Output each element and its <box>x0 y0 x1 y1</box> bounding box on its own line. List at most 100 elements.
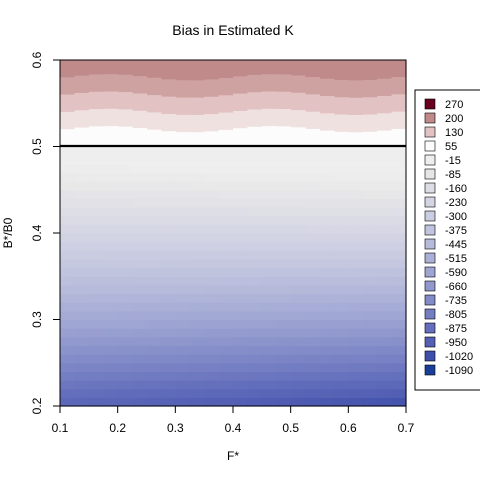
heatmap-cell <box>276 74 292 93</box>
heatmap-cell <box>189 172 205 182</box>
heatmap-cell <box>146 354 162 364</box>
heatmap-cell <box>146 397 162 407</box>
heatmap-cell <box>117 207 133 217</box>
legend-label: -735 <box>445 295 467 307</box>
heatmap-cell <box>103 108 119 127</box>
heatmap-cell <box>391 224 407 234</box>
legend-swatch <box>424 322 436 334</box>
heatmap-cell <box>348 345 364 355</box>
heatmap-cell <box>189 207 205 217</box>
heatmap-cell <box>319 345 335 355</box>
heatmap-cell <box>333 224 349 234</box>
heatmap-cell <box>218 112 234 131</box>
heatmap-cell <box>362 163 378 174</box>
heatmap-cell <box>261 233 277 243</box>
heatmap-cell <box>305 163 321 174</box>
heatmap-cell <box>391 354 407 364</box>
heatmap-cell <box>60 250 76 260</box>
heatmap-cell <box>261 380 277 390</box>
heatmap-cell <box>103 336 119 347</box>
heatmap-cell <box>132 110 148 129</box>
heatmap-cell <box>175 276 191 286</box>
heatmap-cell <box>204 181 220 191</box>
heatmap-cell <box>189 345 205 355</box>
heatmap-cell <box>218 371 234 381</box>
x-axis: 0.1 0.2 0.3 0.4 0.5 0.6 0.7 <box>52 405 415 435</box>
heatmap-cell <box>261 181 277 191</box>
heatmap-cell <box>132 362 148 372</box>
heatmap-cell <box>247 109 263 128</box>
heatmap-cell <box>348 250 364 260</box>
legend-label: 55 <box>445 141 457 153</box>
heatmap-cell <box>247 336 263 347</box>
heatmap-cell <box>117 241 133 251</box>
heatmap-cell <box>276 388 292 398</box>
heatmap-cell <box>391 207 407 217</box>
heatmap-cell <box>218 267 234 277</box>
heatmap-cell <box>233 163 249 174</box>
heatmap-cell <box>146 371 162 381</box>
heatmap-cell <box>362 319 378 329</box>
heatmap-cell <box>103 371 119 381</box>
heatmap-cell <box>305 258 321 269</box>
heatmap-cell <box>377 302 393 312</box>
heatmap-cell <box>175 293 191 303</box>
heatmap-cell <box>362 293 378 303</box>
heatmap-cell <box>276 250 292 260</box>
heatmap-cell <box>348 258 364 269</box>
heatmap-cell <box>88 109 104 128</box>
heatmap-cell <box>146 258 162 269</box>
heatmap-cell <box>132 345 148 355</box>
heatmap-cell <box>189 293 205 303</box>
heatmap-cell <box>175 397 191 407</box>
heatmap-cell <box>103 258 119 269</box>
heatmap-cell <box>132 310 148 321</box>
heatmap-cell <box>218 172 234 182</box>
heatmap-cell <box>204 345 220 355</box>
heatmap-cell <box>305 241 321 251</box>
heatmap-cell <box>218 354 234 364</box>
heatmap-cell <box>117 258 133 269</box>
heatmap-cell <box>189 60 205 81</box>
heatmap-cell <box>247 250 263 260</box>
heatmap-cell <box>362 388 378 398</box>
heatmap-cell <box>132 284 148 295</box>
legend-swatch <box>424 336 436 348</box>
heatmap-cell <box>391 397 407 407</box>
heatmap-cell <box>305 207 321 217</box>
heatmap-cell <box>189 198 205 208</box>
heatmap-cell <box>305 284 321 295</box>
heatmap-cell <box>348 80 364 99</box>
heatmap-cell <box>348 60 364 82</box>
heatmap-cell <box>377 207 393 217</box>
heatmap-cell <box>290 233 306 243</box>
heatmap-cell <box>233 207 249 217</box>
heatmap-cell <box>348 224 364 234</box>
heatmap-cell <box>377 181 393 191</box>
heatmap-cell <box>103 163 119 174</box>
heatmap-cell <box>233 250 249 260</box>
heatmap-cell <box>88 371 104 381</box>
heatmap-cell <box>74 181 90 191</box>
heatmap-cell <box>132 397 148 407</box>
heatmap-cell <box>247 328 263 338</box>
heatmap-cell <box>333 267 349 277</box>
heatmap-cell <box>276 215 292 225</box>
heatmap-cell <box>117 267 133 277</box>
heatmap-cell <box>377 60 393 80</box>
heatmap-cell <box>175 224 191 234</box>
heatmap-cell <box>319 267 335 277</box>
heatmap-cell <box>362 233 378 243</box>
heatmap-cell <box>175 267 191 277</box>
heatmap-cell <box>319 388 335 398</box>
heatmap-cell <box>333 293 349 303</box>
heatmap-cell <box>348 310 364 321</box>
heatmap-cell <box>348 189 364 199</box>
legend-label: -85 <box>445 169 461 181</box>
heatmap-cell <box>160 172 176 182</box>
heatmap-cell <box>348 319 364 329</box>
heatmap-cell <box>60 276 76 286</box>
heatmap-cell <box>60 129 76 148</box>
heatmap-cell <box>74 371 90 381</box>
heatmap-cell <box>333 172 349 182</box>
